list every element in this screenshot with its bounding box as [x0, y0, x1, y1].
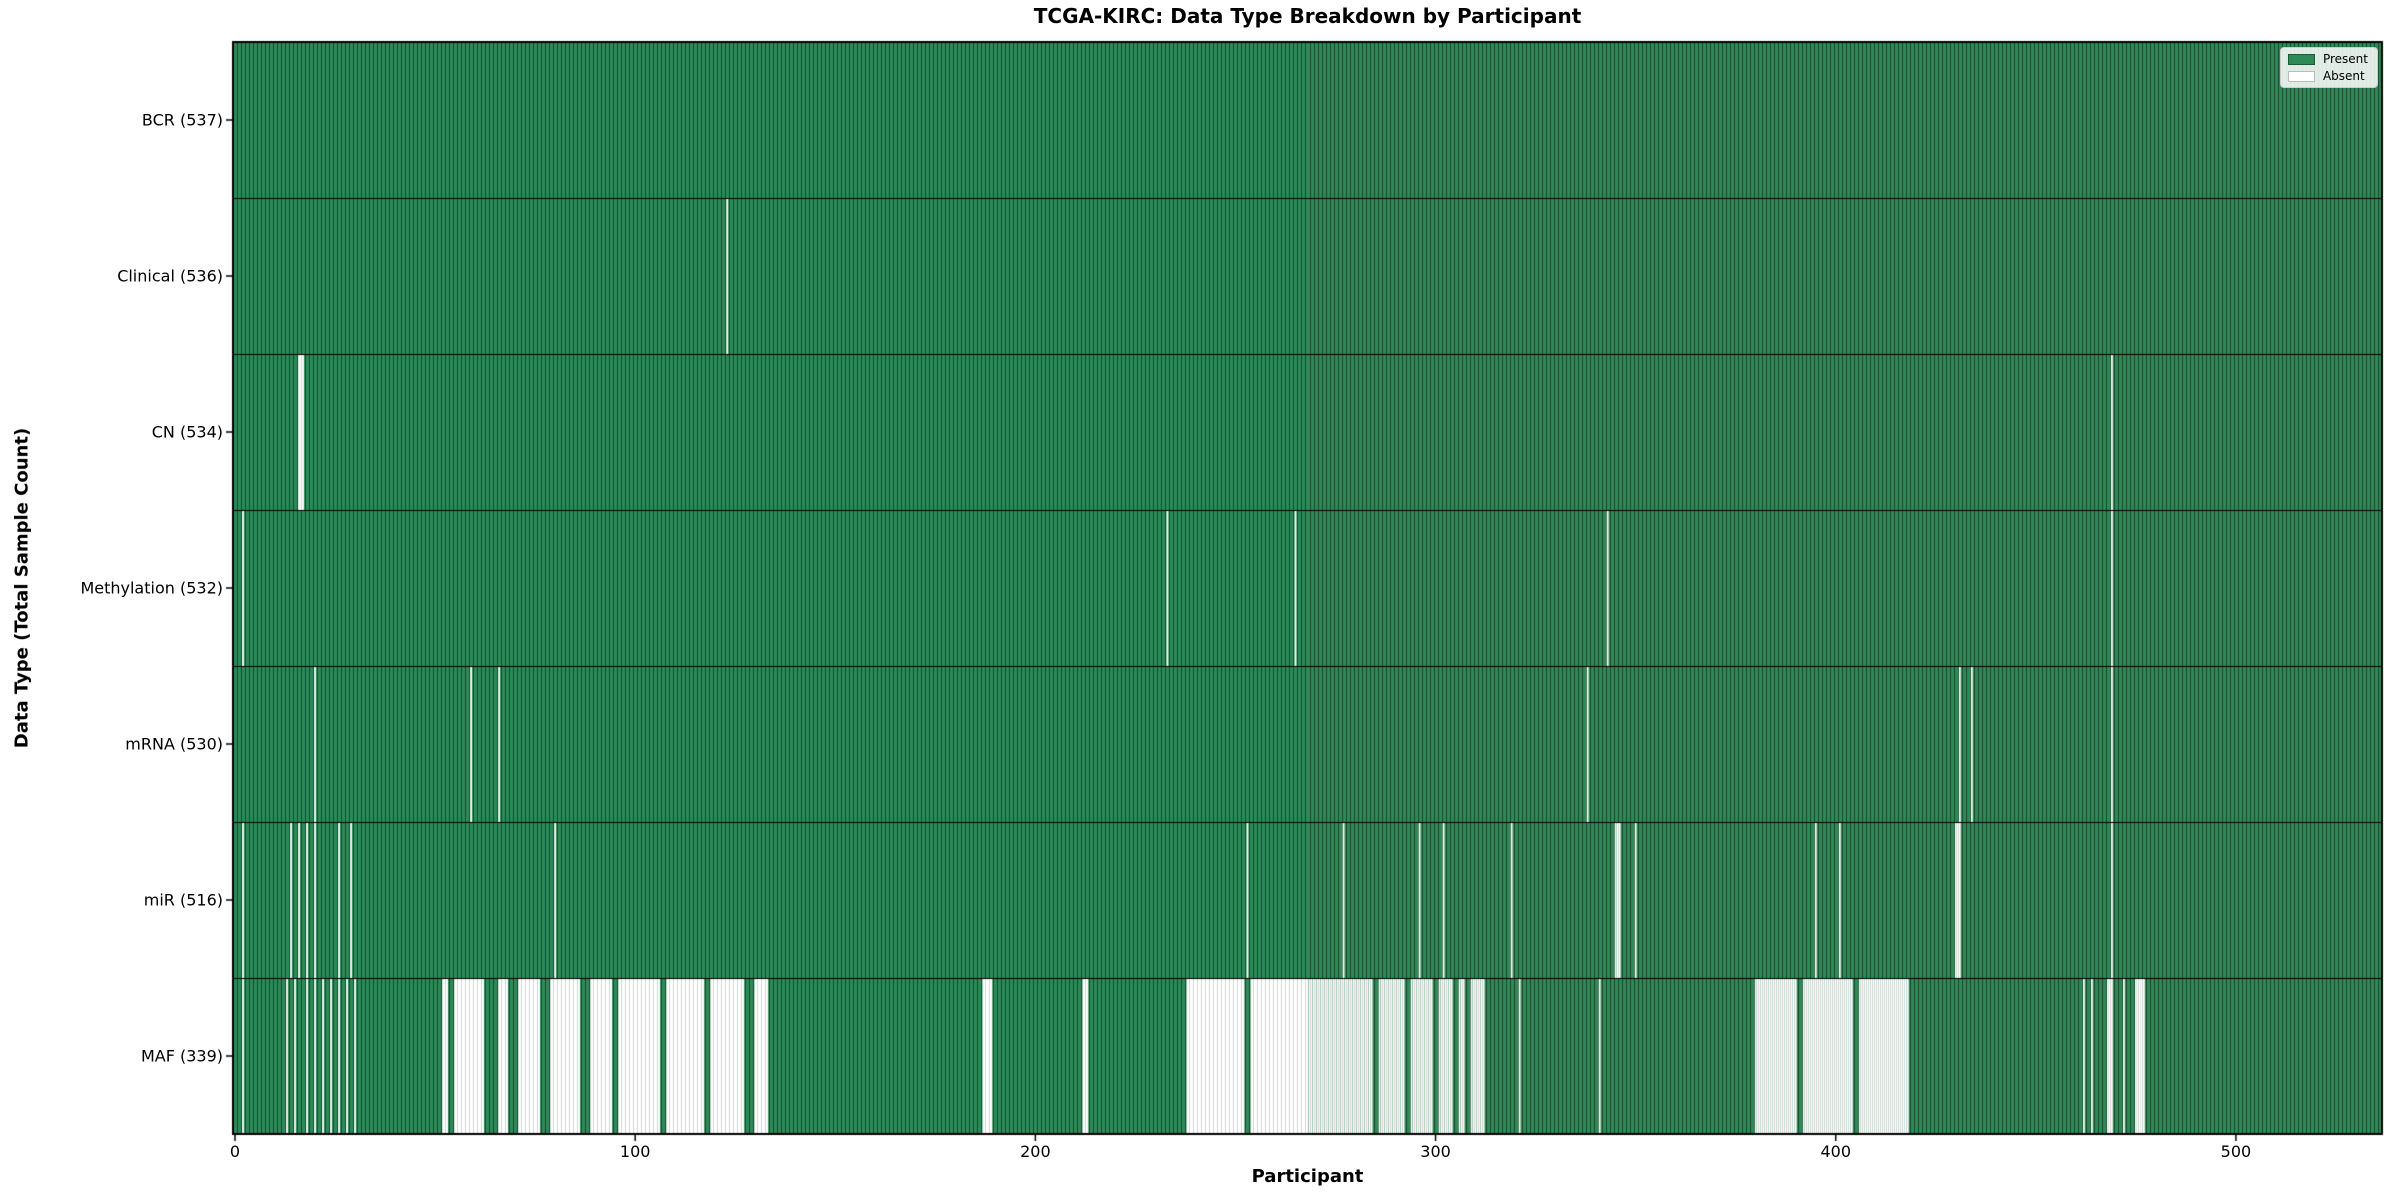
- legend-label: Present: [2322, 52, 2368, 66]
- y-tick-label-mRNA: mRNA (530): [125, 734, 223, 754]
- x-tick-label-200: 200: [1020, 1142, 1051, 1161]
- legend-item-present: Present: [2287, 52, 2368, 66]
- y-tick-label-Methylation: Methylation (532): [80, 578, 223, 598]
- legend-swatch-present: [2287, 53, 2315, 65]
- x-tick-label-100: 100: [619, 1142, 651, 1161]
- legend-item-absent: Absent: [2287, 69, 2368, 83]
- legend-label: Absent: [2322, 69, 2365, 83]
- y-tick-label-MAF: MAF (339): [140, 1046, 223, 1066]
- y-tick-label-Clinical: Clinical (536): [117, 266, 223, 286]
- x-tick-label-500: 500: [2220, 1142, 2252, 1161]
- legend: Present Absent: [2279, 47, 2378, 88]
- y-tick-label-BCR: BCR (537): [141, 110, 223, 130]
- x-axis-label: Participant: [1251, 1166, 1364, 1187]
- y-axis-label: Data Type (Total Sample Count): [11, 427, 33, 749]
- x-tick-label-0: 0: [229, 1142, 241, 1161]
- x-tick-label-300: 300: [1420, 1142, 1451, 1161]
- x-tick-label-400: 400: [1820, 1142, 1852, 1161]
- chart-title: TCGA-KIRC: Data Type Breakdown by Partic…: [1033, 4, 1582, 28]
- y-tick-label-miR: miR (516): [143, 890, 223, 910]
- y-tick-label-CN: CN (534): [151, 422, 223, 442]
- legend-swatch-absent: [2287, 70, 2315, 82]
